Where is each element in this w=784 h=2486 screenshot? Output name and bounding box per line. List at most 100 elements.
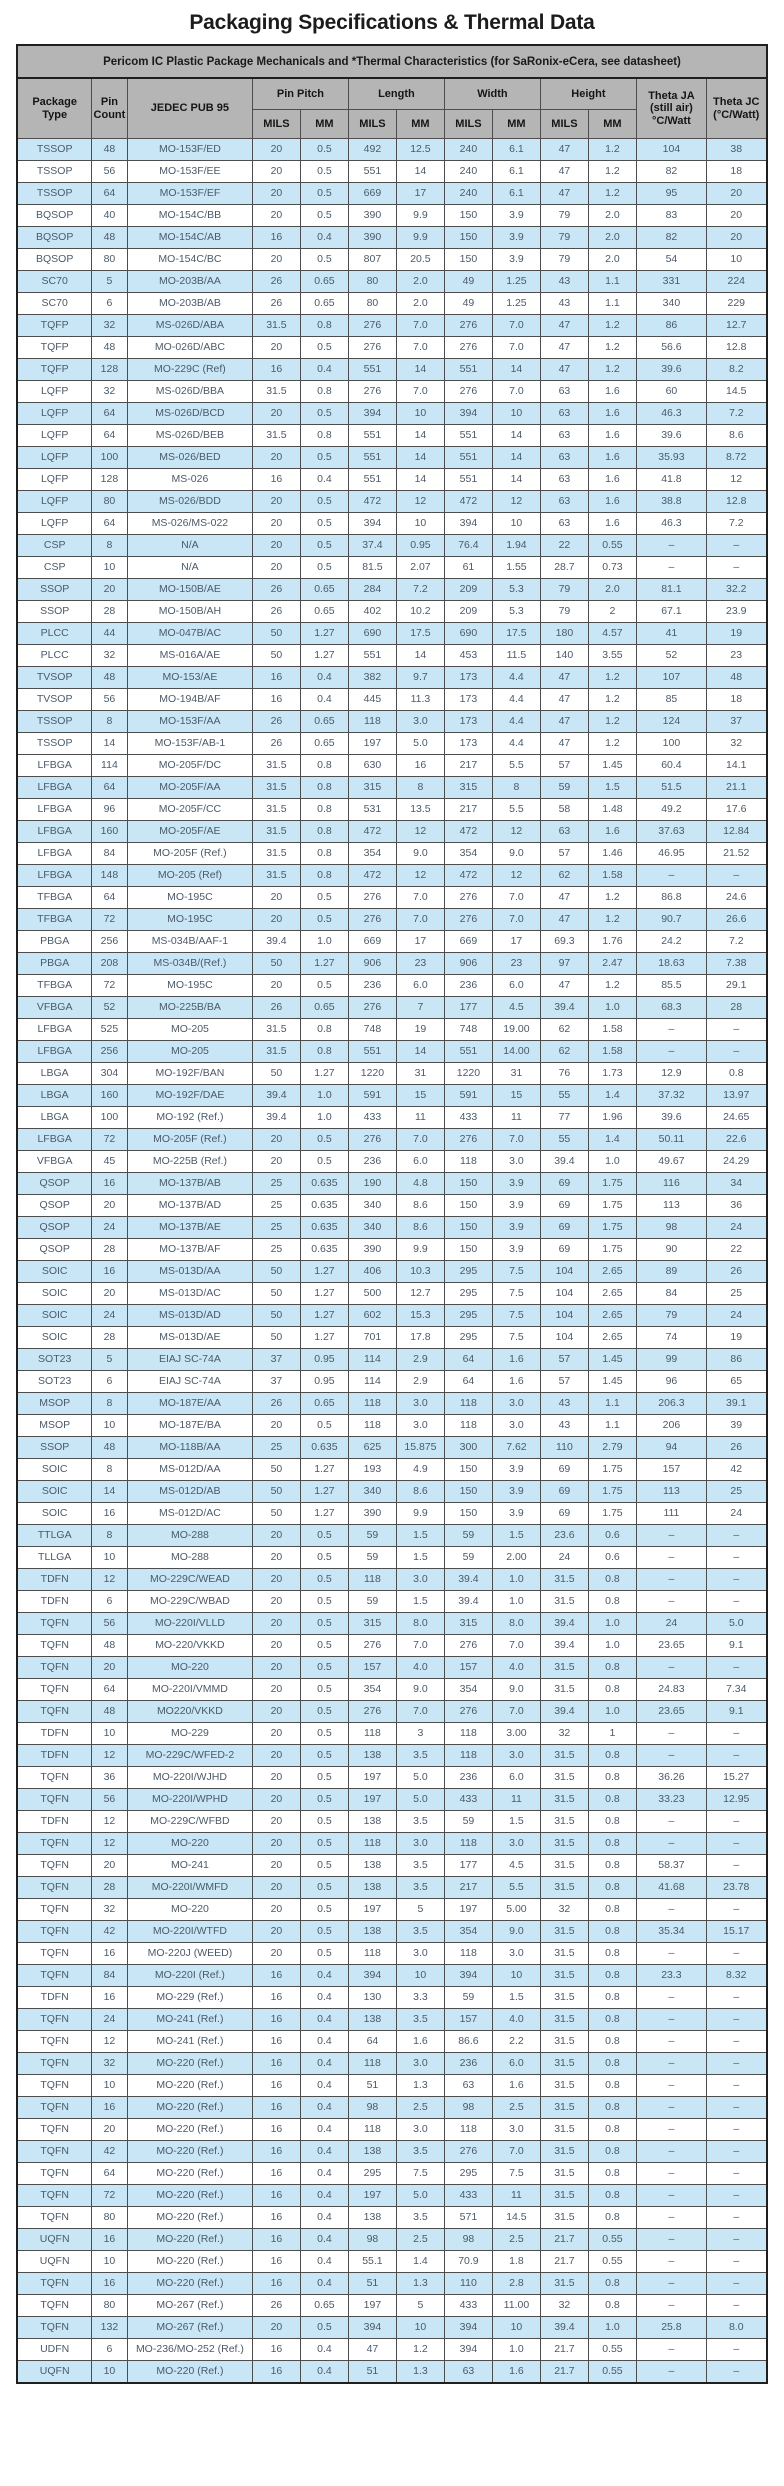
length-mm-cell: 7.5 [395,2162,445,2185]
pin-count-cell: 52 [90,996,128,1019]
length-mm-cell: 9.9 [395,1502,445,1525]
jedec-cell: MO-241 [126,1854,253,1877]
length-mm-cell: 1.5 [395,1546,445,1569]
height-mils-cell: 57 [539,1348,589,1371]
pin-pitch-mils-cell: 16 [251,2140,301,2163]
jedec-cell: MO-154C/BB [126,204,253,227]
height-mils-cell: 21.7 [539,2338,589,2361]
pin-count-cell: 32 [90,644,128,667]
length-mm-cell: 2.07 [395,556,445,579]
pin-pitch-mm-cell: 0.5 [299,886,349,909]
pin-pitch-mils-cell: 16 [251,2184,301,2207]
width-mm-cell: 4.4 [491,732,541,755]
length-mils-cell: 354 [347,842,397,865]
width-mils-cell: 118 [443,1392,493,1415]
length-mils-cell: 138 [347,2140,397,2163]
width-mm-cell: 7.0 [491,380,541,403]
height-mm-cell: 0.8 [587,1876,637,1899]
pin-count-cell: 12 [90,1810,128,1833]
width-mils-cell: 59 [443,1986,493,2009]
package-type-cell: LFBGA [16,1018,92,1041]
length-mils-cell: 390 [347,204,397,227]
height-mm-cell: 1.48 [587,798,637,821]
pin-pitch-mm-cell: 0.5 [299,138,349,161]
length-mils-cell: 315 [347,776,397,799]
pin-count-cell: 56 [90,1788,128,1811]
length-mm-cell: 5 [395,1898,445,1921]
length-mm-cell: 3.5 [395,1876,445,1899]
length-mils-cell: 625 [347,1436,397,1459]
package-type-cell: TFBGA [16,974,92,997]
width-mm-cell: 2.5 [491,2096,541,2119]
theta-jc-cell: 86 [705,1348,768,1371]
length-mils-cell: 138 [347,1920,397,1943]
width-mils-cell: 150 [443,1480,493,1503]
length-mils-cell: 190 [347,1172,397,1195]
table-row: SSOP 20 MO-150B/AE 26 0.65 284 7.2 209 5.3 79 2.0 8… [16,578,768,601]
height-mils-cell: 69.3 [539,930,589,953]
table-row: TQFN 42 MO-220 (Ref.) 16 0.4 138 3.5 276 7.0 31.5… [16,2140,768,2163]
theta-jc-cell: 29.1 [705,974,768,997]
table-row: LFBGA 84 MO-205F (Ref.) 31.5 0.8 354 9.0 354 9.0… [16,842,768,865]
pin-count-cell: 148 [90,864,128,887]
height-mils-cell: 79 [539,204,589,227]
length-mm-cell: 17 [395,930,445,953]
subheader-height-mils: MILS [539,109,589,139]
width-mils-cell: 295 [443,1260,493,1283]
table-row: LFBGA 148 MO-205 (Ref) 31.5 0.8 472 12 472 12 62 1… [16,864,768,887]
width-mils-cell: 748 [443,1018,493,1041]
pin-pitch-mils-cell: 50 [251,1502,301,1525]
length-mils-cell: 98 [347,2228,397,2251]
jedec-cell: MO-195C [126,908,253,931]
package-type-cell: LFBGA [16,754,92,777]
height-mils-cell: 47 [539,974,589,997]
width-mm-cell: 14.5 [491,2206,541,2229]
length-mm-cell: 0.95 [395,534,445,557]
pin-pitch-mm-cell: 0.4 [299,2008,349,2031]
height-mils-cell: 43 [539,1392,589,1415]
table-row: SSOP 48 MO-118B/AA 25 0.635 625 15.875 300 7.62 1… [16,1436,768,1459]
theta-jc-cell: – [705,2228,768,2251]
height-mils-cell: 21.7 [539,2250,589,2273]
theta-jc-cell: 18 [705,688,768,711]
length-mm-cell: 14 [395,424,445,447]
height-mils-cell: 47 [539,710,589,733]
theta-jc-cell: 12.95 [705,1788,768,1811]
table-row: SOT23 5 EIAJ SC-74A 37 0.95 114 2.9 64 1.6 57 1.45… [16,1348,768,1371]
pin-pitch-mm-cell: 0.635 [299,1172,349,1195]
height-mm-cell: 0.8 [587,1678,637,1701]
height-mils-cell: 47 [539,666,589,689]
height-mm-cell: 1.6 [587,490,637,513]
package-type-cell: TSSOP [16,710,92,733]
height-mm-cell: 0.8 [587,1898,637,1921]
jedec-cell: MS-016A/AE [126,644,253,667]
pin-pitch-mils-cell: 20 [251,160,301,183]
pin-count-cell: 132 [90,2316,128,2339]
width-mm-cell: 1.8 [491,2250,541,2273]
width-mm-cell: 12 [491,864,541,887]
pin-pitch-mils-cell: 16 [251,226,301,249]
height-mils-cell: 140 [539,644,589,667]
pin-pitch-mm-cell: 0.635 [299,1216,349,1239]
pin-pitch-mm-cell: 1.27 [299,622,349,645]
table-row: TQFN 48 MO220/VKKD 20 0.5 276 7.0 276 7.0 39.4 1.0… [16,1700,768,1723]
width-mm-cell: 5.5 [491,1876,541,1899]
length-mils-cell: 551 [347,644,397,667]
theta-ja-cell: 60.4 [635,754,707,777]
pin-count-cell: 44 [90,622,128,645]
theta-jc-cell: 18 [705,160,768,183]
width-mm-cell: 6.1 [491,138,541,161]
width-mils-cell: 150 [443,204,493,227]
pin-pitch-mm-cell: 0.8 [299,864,349,887]
table-row: TQFP 32 MS-026D/ABA 31.5 0.8 276 7.0 276 7.0 47 1.… [16,314,768,337]
width-mm-cell: 3.0 [491,2118,541,2141]
pin-pitch-mm-cell: 0.5 [299,2316,349,2339]
jedec-cell: MS-026 [126,468,253,491]
theta-ja-cell: – [635,2338,707,2361]
theta-ja-cell: 52 [635,644,707,667]
length-mm-cell: 20.5 [395,248,445,271]
length-mils-cell: 394 [347,512,397,535]
pin-pitch-mm-cell: 1.27 [299,644,349,667]
length-mils-cell: 276 [347,380,397,403]
pin-pitch-mils-cell: 16 [251,666,301,689]
